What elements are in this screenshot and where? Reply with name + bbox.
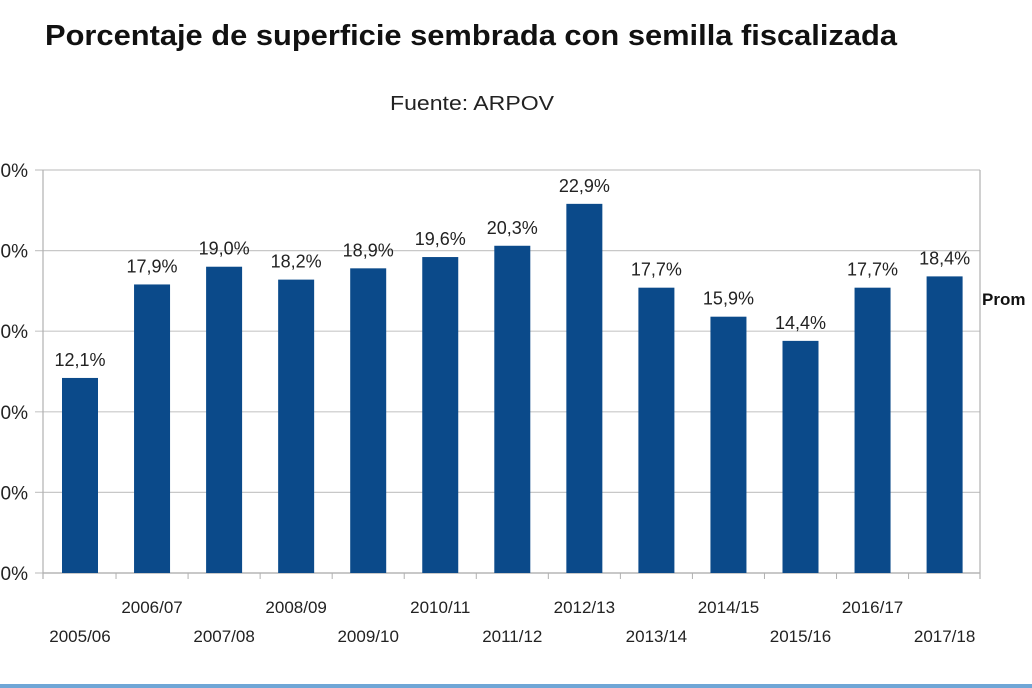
data-label: 19,6% xyxy=(415,229,466,249)
data-label: 22,9% xyxy=(559,176,610,196)
bar xyxy=(494,245,531,574)
x-tick-label: 2012/13 xyxy=(554,598,615,617)
x-tick-label: 2006/07 xyxy=(121,598,182,617)
bar xyxy=(926,276,963,573)
y-tick-label: 0% xyxy=(1,403,29,424)
bar xyxy=(206,266,243,573)
x-tick-label: 2015/16 xyxy=(770,627,831,646)
y-tick-label: 0% xyxy=(1,161,29,182)
bar xyxy=(422,257,459,573)
x-tick-label: 2010/11 xyxy=(410,598,470,617)
x-tick-label: 2008/09 xyxy=(265,598,326,617)
y-tick-label: 0% xyxy=(1,483,29,504)
bar xyxy=(566,203,603,574)
data-label: 18,9% xyxy=(343,240,394,260)
data-label: 17,9% xyxy=(127,256,178,276)
data-label: 15,9% xyxy=(703,289,754,309)
bottom-border xyxy=(0,684,1032,688)
x-tick-label: 2014/15 xyxy=(698,598,759,617)
bar xyxy=(62,377,98,573)
data-label: 18,2% xyxy=(271,252,322,272)
y-tick-label: 0% xyxy=(1,564,29,585)
data-label: 18,4% xyxy=(919,248,970,268)
x-tick-label: 2009/10 xyxy=(337,627,398,646)
chart-subtitle: Fuente: ARPOV xyxy=(390,93,555,115)
bar xyxy=(638,287,675,573)
x-tick-label: 2011/12 xyxy=(482,627,542,646)
bar xyxy=(278,279,315,573)
data-label: 19,0% xyxy=(199,239,250,259)
data-label: 17,7% xyxy=(847,260,898,280)
data-label: 20,3% xyxy=(487,218,538,238)
x-tick-label: 2013/14 xyxy=(626,627,687,646)
y-tick-label: 0% xyxy=(1,242,29,263)
x-tick-label: 2016/17 xyxy=(842,598,903,617)
x-tick-label: 2017/18 xyxy=(914,627,975,646)
x-tick-label: 2007/08 xyxy=(193,627,254,646)
y-tick-label: 0% xyxy=(1,322,29,343)
side-label: Prom xyxy=(982,290,1025,309)
bar xyxy=(710,316,747,573)
data-label: 17,7% xyxy=(631,260,682,280)
bar xyxy=(350,268,387,573)
bar xyxy=(134,284,171,573)
chart-title: Porcentaje de superficie sembrada con se… xyxy=(45,20,898,52)
data-label: 14,4% xyxy=(775,313,826,333)
data-label: 12,1% xyxy=(54,350,105,370)
bar xyxy=(854,287,891,573)
x-tick-label: 2005/06 xyxy=(49,627,110,646)
bar xyxy=(782,340,819,573)
